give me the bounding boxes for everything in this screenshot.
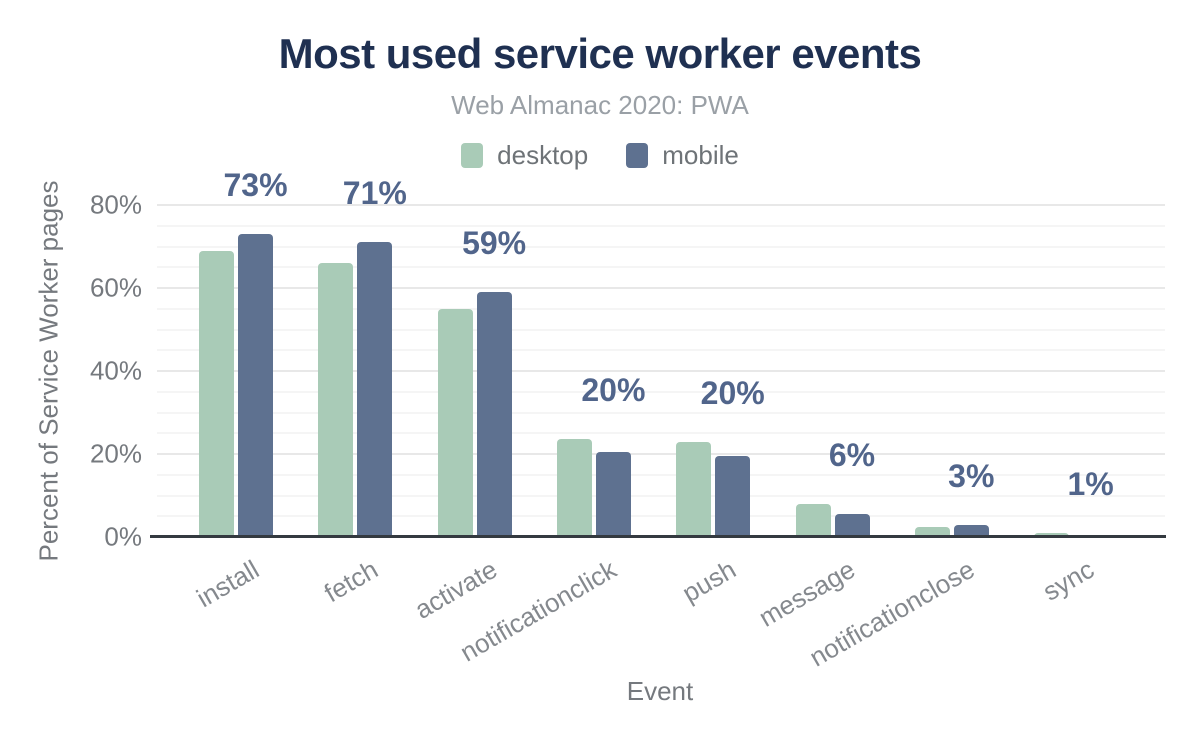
gridline-minor bbox=[157, 307, 1165, 310]
gridline-minor bbox=[157, 266, 1165, 269]
x-axis-title: Event bbox=[626, 676, 694, 706]
x-tick-label-push: push bbox=[676, 554, 741, 609]
desktop-swatch-icon bbox=[461, 143, 484, 168]
gridline-minor bbox=[157, 328, 1165, 331]
y-tick-label: 0% bbox=[104, 521, 142, 552]
y-tick-label: 20% bbox=[89, 438, 142, 469]
bar-value-label: 20% bbox=[700, 374, 765, 411]
gridline-minor bbox=[157, 390, 1165, 393]
legend-label-desktop: desktop bbox=[497, 140, 589, 170]
gridline-minor bbox=[157, 432, 1165, 435]
gridline-minor bbox=[157, 245, 1165, 248]
bar-desktop-install bbox=[199, 250, 234, 537]
bar-desktop-message bbox=[795, 503, 831, 537]
legend-item-desktop[interactable]: desktop bbox=[461, 140, 588, 171]
bar-mobile-notificationclose bbox=[953, 525, 989, 537]
x-tick-label-message: message bbox=[753, 554, 860, 633]
bar-desktop-push bbox=[676, 441, 712, 537]
bar-mobile-notificationclick bbox=[595, 451, 631, 537]
legend-label-mobile: mobile bbox=[662, 140, 739, 170]
bar-desktop-activate bbox=[437, 308, 473, 537]
bar-value-label: 6% bbox=[828, 436, 876, 473]
gridline-major bbox=[157, 204, 1165, 206]
y-tick-label: 80% bbox=[89, 189, 142, 220]
bar-mobile-install bbox=[238, 234, 273, 537]
bar-desktop-notificationclose bbox=[914, 526, 950, 537]
bar-mobile-push bbox=[715, 456, 751, 537]
gridline-minor bbox=[157, 494, 1165, 497]
gridline-major bbox=[157, 370, 1165, 372]
chart-title: Most used service worker events bbox=[278, 30, 922, 77]
bar-value-label: 3% bbox=[948, 458, 995, 495]
gridline-major bbox=[157, 453, 1165, 455]
bar-desktop-sync bbox=[1034, 532, 1070, 537]
legend-item-mobile[interactable]: mobile bbox=[626, 140, 739, 171]
bar-desktop-fetch bbox=[318, 263, 354, 537]
bar-value-label: 1% bbox=[1067, 465, 1114, 502]
bar-mobile-activate bbox=[476, 292, 512, 537]
gridline-major bbox=[157, 287, 1165, 289]
x-tick-label-fetch: fetch bbox=[318, 554, 383, 609]
gridline-minor bbox=[157, 473, 1165, 476]
bar-value-label: 73% bbox=[223, 167, 288, 204]
gridline-minor bbox=[157, 411, 1165, 414]
chart-subtitle: Web Almanac 2020: PWA bbox=[451, 90, 749, 120]
y-tick-labels: 0% 20% 40% 60% 80% bbox=[0, 0, 142, 742]
legend: desktop mobile bbox=[0, 140, 1200, 171]
x-tick-label-activate: activate bbox=[409, 554, 503, 625]
y-tick-label: 60% bbox=[89, 272, 142, 303]
bar-value-label: 71% bbox=[342, 175, 407, 212]
y-tick-label: 40% bbox=[89, 355, 142, 386]
gridline-minor bbox=[157, 515, 1165, 518]
gridline-minor bbox=[157, 224, 1165, 227]
bar-desktop-notificationclick bbox=[556, 439, 592, 537]
x-tick-label-sync: sync bbox=[1037, 554, 1099, 607]
x-tick-label-install: install bbox=[190, 554, 264, 614]
mobile-swatch-icon bbox=[626, 143, 649, 168]
bar-value-label: 20% bbox=[581, 372, 646, 409]
plot-area: 73% 71% 59% 20% 20% 6% 3% 1% bbox=[155, 167, 1165, 537]
x-axis-line bbox=[150, 535, 1166, 538]
gridline-minor bbox=[157, 349, 1165, 352]
bar-mobile-message bbox=[834, 514, 870, 537]
bar-mobile-fetch bbox=[357, 242, 393, 537]
bar-value-label: 59% bbox=[462, 225, 527, 262]
